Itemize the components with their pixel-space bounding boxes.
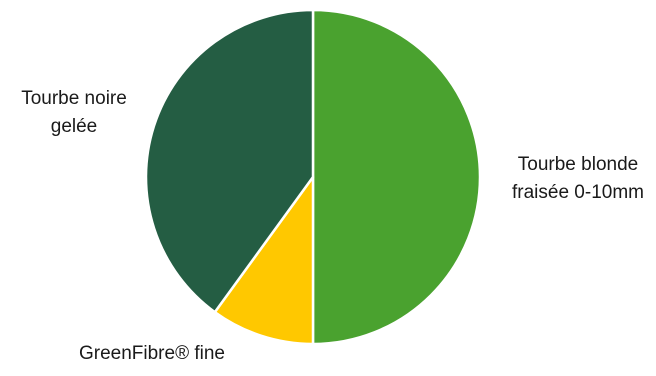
pie-label-1: Tourbe blonde fraisée 0-10mm — [512, 154, 644, 203]
pie-slice-3 — [144, 8, 315, 314]
pie-slice-1 — [311, 8, 482, 346]
pie-slices — [144, 8, 482, 346]
pie-labels: Tourbe blonde fraisée 0-10mm GreenFibre® f… — [21, 88, 644, 364]
pie-slice-2 — [213, 175, 315, 346]
pie-label-3: Tourbe noire gelée — [21, 88, 127, 137]
pie-label-2: GreenFibre® fine — [79, 343, 225, 364]
